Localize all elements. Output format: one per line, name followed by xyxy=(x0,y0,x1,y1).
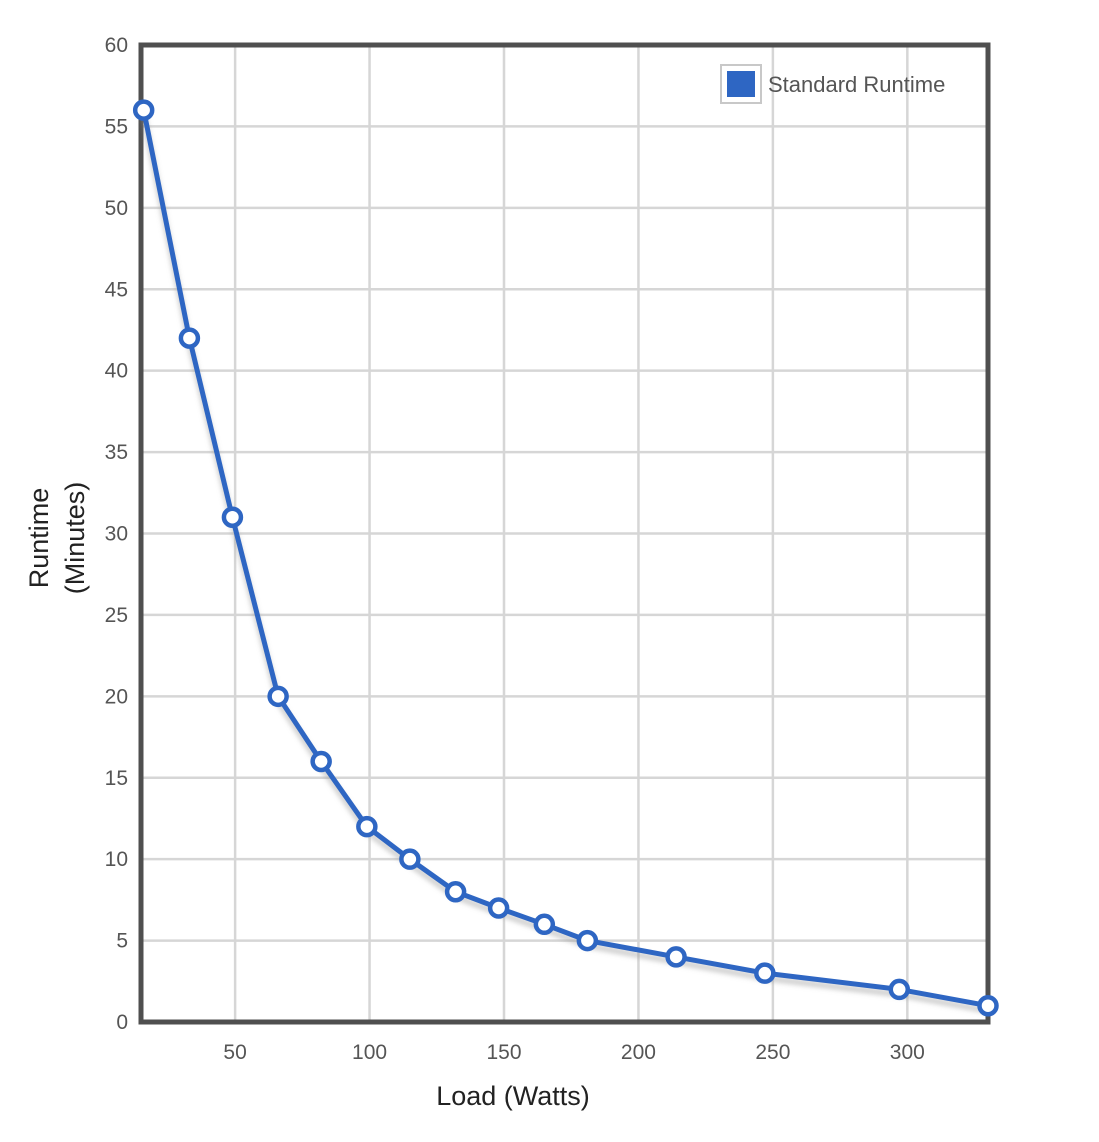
x-tick-label-100: 100 xyxy=(352,1041,387,1064)
data-point-214[interactable] xyxy=(665,946,687,968)
x-axis-title: Load (Watts) xyxy=(436,1081,590,1111)
data-point-181[interactable] xyxy=(576,929,599,952)
y-axis-title-line-2: (Minutes) xyxy=(60,482,90,595)
series-line-0 xyxy=(141,107,991,1009)
y-tick-label-55: 55 xyxy=(105,115,128,138)
data-point-16[interactable] xyxy=(132,99,155,121)
data-point-247[interactable] xyxy=(754,962,776,984)
series-line-shadow-0 xyxy=(140,112,991,1014)
y-tick-label-45: 45 xyxy=(105,278,128,301)
y-axis-title: Runtime (Minutes) xyxy=(24,482,90,595)
y-tick-label-5: 5 xyxy=(116,930,128,953)
data-point-297[interactable] xyxy=(888,978,911,1001)
grid xyxy=(141,45,988,1022)
data-point-33[interactable] xyxy=(178,327,201,349)
x-tick-label-150: 150 xyxy=(486,1041,521,1064)
y-tick-label-60: 60 xyxy=(105,34,128,57)
data-point-115[interactable] xyxy=(399,848,421,870)
y-tick-label-25: 25 xyxy=(105,604,128,627)
x-tick-label-200: 200 xyxy=(621,1041,656,1064)
y-tick-label-40: 40 xyxy=(105,360,128,383)
legend: Standard Runtime xyxy=(720,64,945,104)
data-point-330[interactable] xyxy=(977,994,999,1017)
legend-swatch xyxy=(727,71,755,97)
y-tick-label-20: 20 xyxy=(105,685,128,708)
data-point-49[interactable] xyxy=(221,506,244,528)
data-point-165[interactable] xyxy=(533,913,556,936)
data-point-132[interactable] xyxy=(444,880,467,903)
series-shadow xyxy=(140,112,991,1014)
data-point-82[interactable] xyxy=(310,750,332,773)
legend-label: Standard Runtime xyxy=(768,72,945,97)
y-tick-label-50: 50 xyxy=(105,197,128,220)
y-tick-label-35: 35 xyxy=(105,441,128,464)
data-point-66[interactable] xyxy=(267,685,289,708)
y-tick-label-0: 0 xyxy=(116,1011,128,1034)
marker-layer xyxy=(132,99,999,1017)
data-point-148[interactable] xyxy=(487,897,510,919)
tick-labels: 0 5 10 15 20 25 30 35 40 45 50 55 60 50 100 150 200 250 30… xyxy=(105,34,925,1064)
y-tick-label-30: 30 xyxy=(105,523,128,546)
data-point-99[interactable] xyxy=(356,815,378,838)
x-tick-label-50: 50 xyxy=(223,1041,246,1064)
plot-border xyxy=(138,42,991,1025)
series-layer xyxy=(141,107,991,1009)
y-tick-label-15: 15 xyxy=(105,767,128,790)
y-axis-title-line-1: Runtime xyxy=(24,488,54,589)
x-tick-label-250: 250 xyxy=(755,1041,790,1064)
x-tick-label-300: 300 xyxy=(890,1041,925,1064)
y-tick-label-10: 10 xyxy=(105,848,128,871)
plot-frame xyxy=(138,42,991,1025)
